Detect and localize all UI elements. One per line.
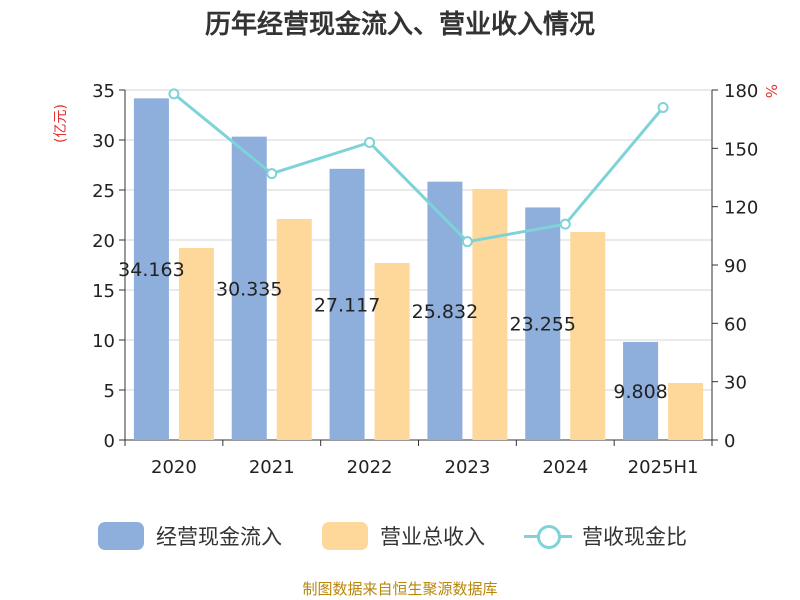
point-ratio	[657, 102, 669, 113]
legend-label-cash-inflow: 经营现金流入	[156, 525, 282, 549]
x-axis-tick-label: 2025H1	[628, 457, 699, 478]
left-axis-tick-label: 5	[104, 381, 115, 402]
data-source-note: 制图数据来自恒生聚源数据库	[302, 580, 498, 598]
x-axis-tick-label: 2024	[542, 457, 588, 478]
left-axis-tick-label: 10	[92, 331, 115, 352]
data-label-cash-inflow: 9.808	[613, 381, 667, 403]
legend-item-cash-inflow[interactable]: 经营现金流入	[98, 518, 282, 554]
left-axis-tick-label: 20	[92, 231, 115, 252]
legend-item-revenue[interactable]: 营业总收入	[322, 518, 485, 554]
legend-label-ratio: 营收现金比	[582, 525, 687, 549]
legend-label-revenue: 营业总收入	[380, 525, 485, 549]
bar-cash-inflow	[133, 98, 169, 441]
line-ratio	[172, 92, 665, 244]
point-ratio	[364, 137, 376, 148]
left-axis-tick-label: 30	[92, 131, 115, 152]
bar-cash-inflow	[231, 136, 267, 440]
bar-revenue	[178, 248, 214, 440]
x-axis-tick-label: 2020	[151, 457, 197, 478]
right-axis-tick-label: 60	[724, 314, 747, 335]
x-axis-tick-label: 2021	[249, 457, 295, 478]
data-label-cash-inflow: 30.335	[216, 278, 282, 300]
right-axis-tick-label: 90	[724, 256, 747, 277]
right-axis-tick-label: 150	[724, 139, 758, 160]
x-axis-tick-label: 2022	[347, 457, 393, 478]
data-label-cash-inflow: 25.832	[412, 301, 478, 323]
right-axis-tick-label: 0	[724, 431, 735, 452]
x-axis-tick-label: 2023	[445, 457, 491, 478]
bar-revenue	[276, 219, 312, 440]
point-ratio	[461, 236, 473, 248]
data-label-cash-inflow: 27.117	[314, 294, 380, 316]
point-ratio	[559, 218, 571, 230]
bar-cash-inflow	[623, 341, 659, 440]
bar-cash-inflow	[329, 168, 365, 440]
bar-cash-inflow	[427, 181, 463, 440]
point-ratio	[168, 88, 180, 100]
legend-line-marker-icon	[524, 522, 572, 550]
left-axis-tick-label: 25	[92, 181, 115, 202]
right-axis-tick-label: 180	[724, 81, 758, 102]
legend: 经营现金流入 营业总收入 营收现金比	[0, 518, 800, 554]
left-axis-tick-label: 35	[92, 81, 115, 102]
legend-item-ratio[interactable]: 营收现金比	[524, 518, 687, 554]
chart-title: 历年经营现金流入、营业收入情况	[204, 10, 595, 40]
bar-revenue	[668, 383, 704, 440]
legend-swatch-cash-inflow	[98, 522, 144, 550]
point-ratio	[266, 168, 278, 180]
data-label-cash-inflow: 34.163	[118, 259, 184, 281]
data-label-cash-inflow: 23.255	[510, 314, 576, 336]
bar-revenue	[472, 189, 508, 440]
bar-revenue	[570, 232, 606, 440]
legend-swatch-revenue	[322, 522, 368, 550]
bar-revenue	[374, 263, 410, 440]
right-axis-tick-label: 30	[724, 373, 747, 394]
bar-cash-inflow	[525, 207, 561, 440]
left-axis-tick-label: 15	[92, 281, 115, 302]
left-axis-tick-label: 0	[104, 431, 115, 452]
right-axis-tick-label: 120	[724, 198, 758, 219]
